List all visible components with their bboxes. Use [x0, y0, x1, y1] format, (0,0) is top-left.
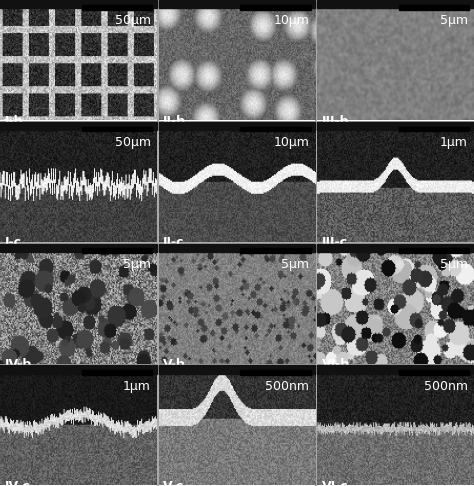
- Bar: [399, 248, 469, 253]
- Bar: [158, 122, 316, 130]
- Bar: [240, 127, 311, 131]
- Text: I-c: I-c: [5, 236, 22, 249]
- Bar: [158, 243, 316, 252]
- Bar: [399, 127, 469, 131]
- Text: II-c: II-c: [163, 236, 185, 249]
- Bar: [0, 243, 157, 252]
- Bar: [82, 5, 152, 10]
- Bar: [0, 365, 157, 374]
- Text: 50μm: 50μm: [115, 136, 151, 149]
- Bar: [158, 365, 316, 374]
- Text: VI-b: VI-b: [322, 358, 350, 371]
- Text: 1μm: 1μm: [440, 136, 468, 149]
- Bar: [240, 5, 311, 10]
- Bar: [0, 0, 157, 8]
- Text: I-b: I-b: [5, 115, 23, 127]
- Text: 10μm: 10μm: [273, 136, 309, 149]
- Text: VI-c: VI-c: [322, 480, 348, 486]
- Bar: [82, 370, 152, 375]
- Bar: [317, 0, 474, 8]
- Bar: [317, 122, 474, 130]
- Text: 5μm: 5μm: [440, 15, 468, 28]
- Bar: [82, 127, 152, 131]
- Text: IV-c: IV-c: [5, 480, 30, 486]
- Text: V-c: V-c: [163, 480, 184, 486]
- Bar: [399, 5, 469, 10]
- Text: III-c: III-c: [322, 236, 348, 249]
- Text: IV-b: IV-b: [5, 358, 32, 371]
- Text: II-b: II-b: [163, 115, 186, 127]
- Bar: [240, 370, 311, 375]
- Bar: [399, 370, 469, 375]
- Bar: [240, 248, 311, 253]
- Text: 1μm: 1μm: [123, 380, 151, 393]
- Text: 5μm: 5μm: [440, 258, 468, 271]
- Text: V-b: V-b: [163, 358, 186, 371]
- Text: 500nm: 500nm: [424, 380, 468, 393]
- Text: 10μm: 10μm: [273, 15, 309, 28]
- Bar: [317, 243, 474, 252]
- Bar: [317, 365, 474, 374]
- Text: 5μm: 5μm: [281, 258, 309, 271]
- Text: 500nm: 500nm: [265, 380, 309, 393]
- Text: 5μm: 5μm: [123, 258, 151, 271]
- Text: III-b: III-b: [322, 115, 349, 127]
- Bar: [0, 122, 157, 130]
- Text: 50μm: 50μm: [115, 15, 151, 28]
- Bar: [158, 0, 316, 8]
- Bar: [82, 248, 152, 253]
